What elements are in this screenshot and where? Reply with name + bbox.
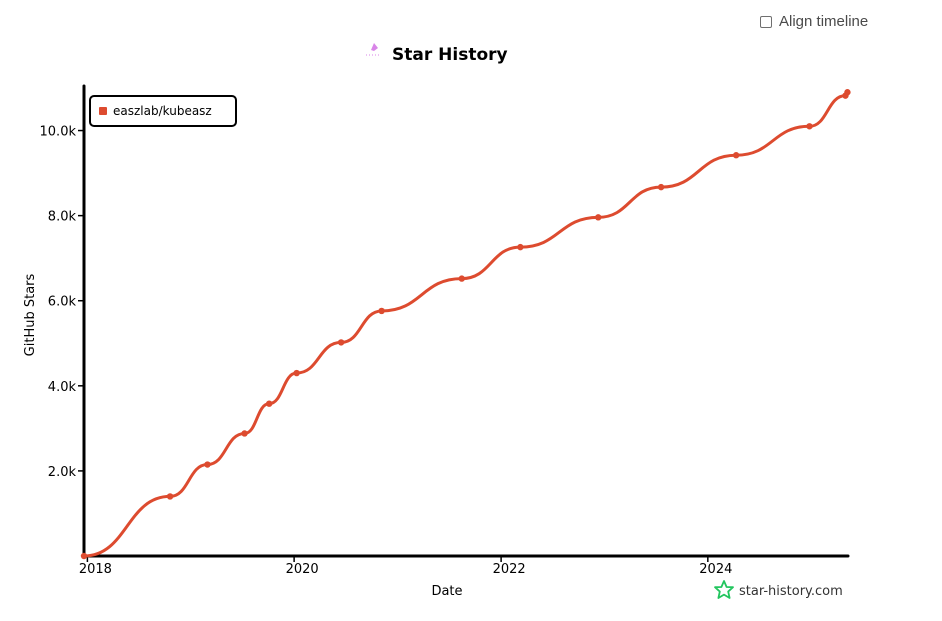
watermark: star-history.com	[714, 580, 843, 599]
chart-title: Star History	[392, 45, 508, 65]
data-point	[204, 461, 211, 468]
series-line	[82, 90, 849, 558]
data-point	[241, 430, 248, 437]
data-point	[732, 152, 740, 159]
star-icon	[714, 580, 734, 599]
chart-legend: easzlab/kubeasz	[89, 95, 237, 127]
legend-swatch	[99, 107, 107, 115]
data-point	[80, 552, 88, 560]
x-tick-label: 2020	[286, 562, 319, 577]
data-point	[166, 493, 174, 500]
align-timeline-label: Align timeline	[779, 13, 869, 30]
y-tick-label: 6.0k	[48, 295, 77, 310]
x-axis-ticks: 2018 2020 2022 2024	[79, 556, 732, 577]
x-tick-label: 2024	[699, 562, 732, 577]
watermark-text: star-history.com	[739, 584, 843, 599]
x-axis-label: Date	[431, 584, 462, 599]
legend-label: easzlab/kubeasz	[113, 104, 212, 118]
data-point	[844, 89, 851, 96]
y-tick-label: 10.0k	[40, 125, 77, 140]
data-point	[293, 369, 300, 377]
y-axis-label: GitHub Stars	[23, 273, 38, 356]
series-layer	[80, 89, 851, 560]
data-point	[265, 400, 273, 407]
y-tick-label: 2.0k	[48, 465, 77, 480]
data-point	[337, 339, 345, 346]
y-tick-label: 8.0k	[48, 210, 77, 225]
x-tick-label: 2022	[493, 562, 526, 577]
x-tick-label: 2018	[79, 562, 112, 577]
data-point	[458, 275, 465, 282]
align-timeline-checkbox[interactable]	[760, 15, 772, 28]
data-point	[378, 307, 385, 315]
align-timeline-toggle[interactable]: Align timeline	[760, 13, 868, 30]
data-point	[657, 183, 665, 191]
star-history-logo-icon	[366, 43, 380, 56]
y-tick-label: 4.0k	[48, 380, 77, 395]
data-point	[517, 243, 524, 251]
chart-title-group: Star History	[366, 43, 508, 65]
data-point	[595, 214, 602, 221]
legend-box	[89, 95, 237, 127]
data-point	[806, 123, 813, 130]
y-axis-ticks: 2.0k 4.0k 6.0k 8.0k 10.0k	[40, 125, 84, 480]
